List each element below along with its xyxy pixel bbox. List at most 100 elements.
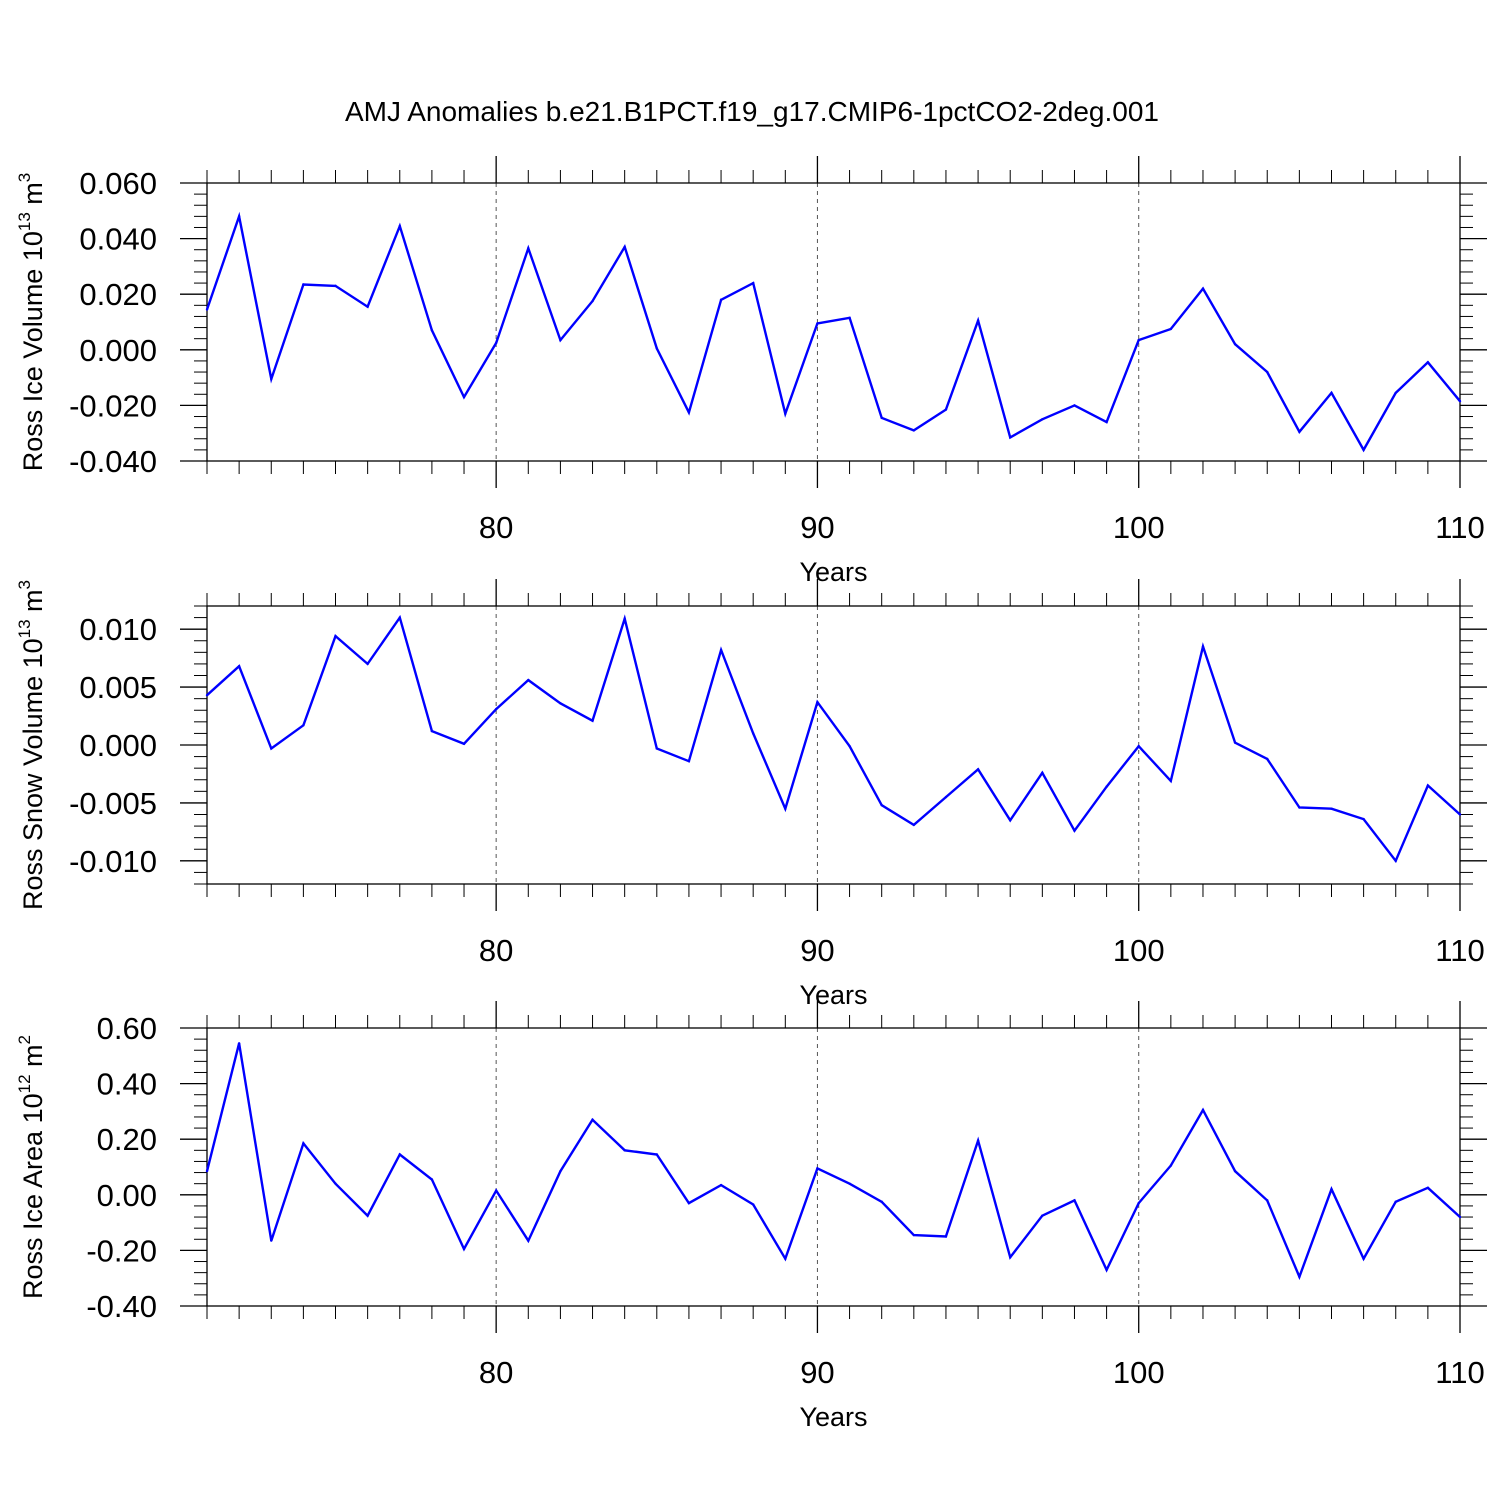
data-point: [559, 702, 562, 705]
data-point: [302, 283, 305, 286]
data-point: [912, 1233, 916, 1237]
x-axis-label: Years: [799, 1402, 867, 1432]
data-point: [1041, 771, 1044, 774]
x-tick-label: 100: [1113, 933, 1165, 968]
data-point: [912, 823, 916, 827]
data-point: [976, 319, 980, 322]
y-tick-label: 0.000: [79, 728, 157, 763]
data-point: [334, 284, 337, 288]
data-point: [1394, 859, 1397, 863]
y-axis-label: Ross Ice Area 1012 m2: [15, 1035, 48, 1299]
data-point: [366, 305, 369, 308]
y-tick-label: 0.010: [79, 612, 157, 647]
data-point: [527, 678, 530, 682]
data-point: [687, 760, 691, 763]
data-point: [270, 747, 273, 750]
data-point: [494, 341, 498, 345]
data-point: [1426, 361, 1430, 364]
data-point: [719, 1183, 723, 1187]
data-point: [1233, 1169, 1237, 1173]
data-point: [270, 377, 273, 381]
x-tick-label: 110: [1435, 933, 1484, 968]
data-point: [1073, 829, 1076, 832]
data-point: [1458, 1215, 1462, 1219]
data-point: [462, 395, 466, 399]
data-point: [655, 347, 658, 350]
data-point: [944, 1235, 948, 1238]
panels: 80 90 100 110 -0.040 -0.020 0.000 0.020 0.040 0.0…: [15, 156, 1487, 1432]
data-point: [270, 1239, 273, 1242]
series-line: [205, 211, 1461, 453]
y-tick-label: 0.20: [97, 1122, 157, 1157]
data-point: [1394, 1200, 1397, 1203]
data-point: [237, 215, 241, 218]
data-point: [816, 322, 819, 325]
plot-frame: [206, 1027, 1461, 1307]
y-tick-label: 0.020: [79, 277, 157, 312]
y-tick-label: 0.40: [97, 1067, 157, 1102]
data-point: [1298, 806, 1301, 809]
data-point: [848, 744, 851, 748]
y-axis-label-superscript: 3: [15, 580, 34, 589]
data-point: [623, 1149, 626, 1152]
data-point: [1137, 1201, 1140, 1205]
data-point: [655, 1153, 658, 1156]
data-point: [205, 693, 209, 697]
data-point: [1266, 757, 1269, 761]
data-point: [944, 795, 948, 799]
x-tick-label: 110: [1435, 1355, 1484, 1390]
data-point: [527, 247, 530, 250]
data-point: [1169, 327, 1173, 331]
data-point: [334, 1182, 337, 1185]
data-point: [1105, 1268, 1108, 1272]
x-tick-label: 100: [1113, 1355, 1165, 1390]
y-tick-label: -0.40: [86, 1289, 157, 1324]
data-point: [784, 807, 787, 810]
y-axis-label-superscript: 2: [15, 1035, 34, 1044]
data-point: [751, 1203, 755, 1206]
data-point: [880, 416, 883, 420]
y-tick-label: -0.010: [69, 844, 157, 879]
data-point: [1266, 370, 1269, 374]
main-title: AMJ Anomalies b.e21.B1PCT.f19_g17.CMIP6-…: [345, 96, 1159, 127]
data-point: [205, 308, 209, 311]
data-point: [719, 298, 723, 301]
data-point: [334, 634, 337, 638]
data-point: [1426, 784, 1430, 787]
data-point: [430, 729, 434, 733]
panel-3: 80 90 100 110 -0.40 -0.20 0.00 0.20 0.40 0.60 Year…: [15, 1001, 1487, 1432]
data-point: [559, 338, 562, 342]
data-point: [1233, 343, 1237, 346]
data-point: [1201, 287, 1205, 290]
series-line: [206, 614, 1461, 864]
y-tick-label: 0.060: [79, 166, 157, 201]
data-point: [784, 1257, 787, 1260]
data-point: [1009, 436, 1012, 439]
data-point: [1137, 744, 1140, 748]
y-tick-label: 0.00: [97, 1178, 157, 1213]
data-point: [430, 1178, 434, 1181]
y-tick-label: 0.005: [79, 670, 157, 705]
data-point: [462, 1247, 466, 1251]
data-point: [1041, 418, 1044, 421]
data-point: [1041, 1214, 1044, 1217]
data-point: [494, 707, 498, 711]
x-tick-label: 90: [800, 510, 834, 545]
data-point: [1362, 817, 1365, 821]
y-axis-label-superscript: 13: [15, 619, 34, 638]
data-point: [398, 224, 401, 228]
data-point: [1362, 1257, 1365, 1260]
data-point: [430, 329, 434, 332]
data-point: [655, 747, 658, 750]
data-point: [591, 719, 594, 722]
data-point: [302, 724, 305, 727]
data-point: [816, 700, 819, 704]
data-point: [1201, 645, 1205, 648]
data-point: [559, 1169, 562, 1173]
data-point: [237, 1042, 241, 1045]
data-point: [591, 1118, 594, 1121]
data-point: [1233, 741, 1237, 744]
y-axis-label-part: Ross Ice Area 10: [18, 1093, 48, 1299]
data-point: [623, 245, 626, 249]
